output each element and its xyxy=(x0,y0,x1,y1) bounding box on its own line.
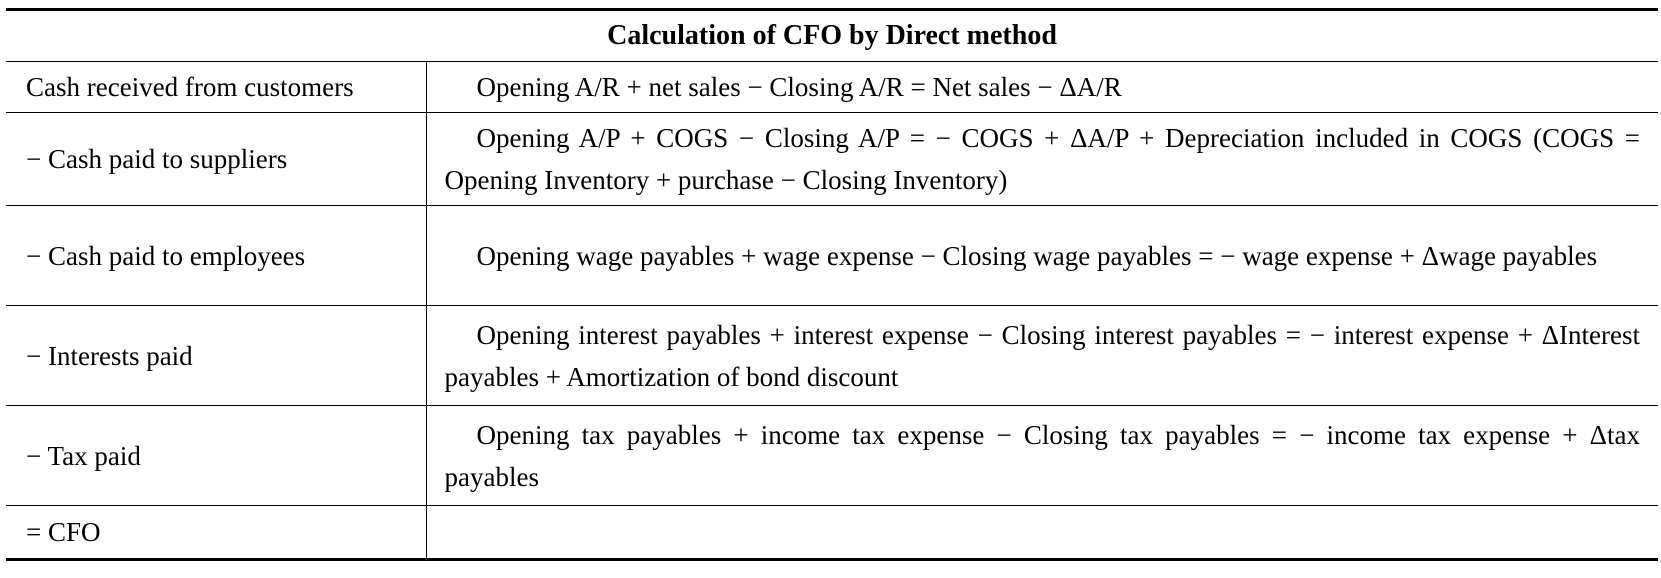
row-formula-tax-paid: Opening tax payables + income tax expens… xyxy=(426,405,1658,506)
row-label-cash-paid-to-employees: − Cash paid to employees xyxy=(6,205,427,306)
row-label-cash-paid-to-suppliers: − Cash paid to suppliers xyxy=(6,112,427,206)
row-label-tax-paid: − Tax paid xyxy=(6,405,427,506)
table-row: − Tax paid Opening tax payables + income… xyxy=(6,405,1658,506)
table-row: − Cash paid to suppliers Opening A/P + C… xyxy=(6,112,1658,206)
row-label-cash-received-from-customers: Cash received from customers xyxy=(6,61,427,113)
cfo-direct-method-table: Calculation of CFO by Direct method Cash… xyxy=(6,8,1658,561)
row-formula-cash-paid-to-employees: Opening wage payables + wage expense − C… xyxy=(426,205,1658,306)
table-row: Cash received from customers Opening A/R… xyxy=(6,61,1658,113)
formula-text: Opening A/R + net sales − Closing A/R = … xyxy=(476,72,1122,102)
table-row: − Interests paid Opening interest payabl… xyxy=(6,305,1658,406)
formula-text: Opening interest payables + interest exp… xyxy=(444,319,1641,392)
row-label-interests-paid: − Interests paid xyxy=(6,305,427,406)
row-formula-cash-paid-to-suppliers: Opening A/P + COGS − Closing A/P = − COG… xyxy=(426,112,1658,206)
cfo-table-container: Calculation of CFO by Direct method Cash… xyxy=(6,8,1658,561)
row-formula-interests-paid: Opening interest payables + interest exp… xyxy=(426,305,1658,406)
row-formula-cash-received-from-customers: Opening A/R + net sales − Closing A/R = … xyxy=(426,61,1658,113)
row-formula-cfo xyxy=(426,505,1658,561)
formula-text: Opening tax payables + income tax expens… xyxy=(444,419,1641,492)
table-row-total: = CFO xyxy=(6,505,1658,561)
table-row: − Cash paid to employees Opening wage pa… xyxy=(6,205,1658,306)
table-title: Calculation of CFO by Direct method xyxy=(6,8,1658,62)
formula-text: Opening wage payables + wage expense − C… xyxy=(476,240,1598,271)
row-label-cfo: = CFO xyxy=(6,505,427,561)
table-title-row: Calculation of CFO by Direct method xyxy=(6,8,1658,62)
formula-text: Opening A/P + COGS − Closing A/P = − COG… xyxy=(444,123,1641,195)
